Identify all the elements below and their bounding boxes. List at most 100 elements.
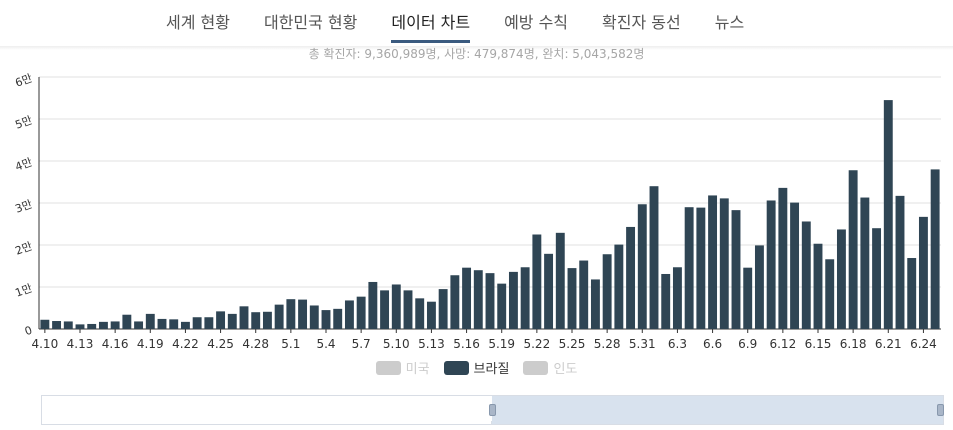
- bar: [403, 290, 413, 329]
- bar: [590, 279, 600, 329]
- legend-swatch: [523, 360, 549, 375]
- legend-item[interactable]: 인도: [523, 358, 577, 377]
- bar: [180, 321, 190, 329]
- y-tick-label: 6만: [13, 72, 34, 90]
- bar: [356, 296, 366, 329]
- bar-chart: 0 1만 2만 3만 4만 5만 6만 4.10 4.13 4.16 4.19 4.22 4.25 4.2…: [13, 72, 941, 351]
- bar: [368, 281, 378, 329]
- slider-right-handle[interactable]: [937, 404, 944, 416]
- x-tick-label: 5.28: [594, 337, 621, 351]
- bar: [813, 243, 823, 329]
- bar: [122, 314, 132, 329]
- bar: [766, 200, 776, 329]
- bar: [157, 318, 167, 329]
- slider-selection[interactable]: [492, 396, 943, 424]
- bar: [872, 228, 882, 329]
- legend-item[interactable]: 브라질: [443, 358, 509, 377]
- nav-tab[interactable]: 데이터 차트: [391, 0, 470, 46]
- bar: [262, 311, 272, 329]
- x-tick-label: 5.25: [559, 337, 586, 351]
- x-tick-label: 6.9: [738, 337, 757, 351]
- bar: [40, 319, 50, 329]
- bar: [309, 305, 319, 329]
- bar: [87, 323, 97, 329]
- bar: [696, 207, 706, 329]
- x-tick-label: 4.25: [207, 337, 234, 351]
- nav-tab[interactable]: 뉴스: [714, 13, 745, 32]
- x-tick-label: 5.1: [281, 337, 300, 351]
- bar: [719, 198, 729, 329]
- y-tick-label: 2만: [13, 240, 34, 258]
- bar: [614, 244, 624, 329]
- bar: [544, 253, 554, 329]
- bar: [637, 204, 647, 329]
- x-tick-label: 4.13: [67, 337, 94, 351]
- bar: [216, 311, 226, 329]
- bar: [145, 313, 155, 329]
- nav-tab[interactable]: 대한민국 현황: [263, 13, 358, 32]
- x-tick-label: 4.16: [102, 337, 129, 351]
- y-tick-label: 4만: [13, 156, 34, 174]
- bar: [532, 234, 542, 329]
- bar: [626, 226, 636, 329]
- bar: [649, 186, 659, 329]
- bar: [473, 270, 483, 329]
- bar: [836, 229, 846, 329]
- bar: [907, 258, 917, 329]
- nav-tab[interactable]: 세계 현황: [166, 13, 230, 32]
- y-tick-label: 3만: [13, 198, 34, 216]
- legend-item[interactable]: 미국: [375, 358, 430, 377]
- bar: [391, 284, 401, 329]
- bar: [579, 260, 589, 329]
- x-tick-label: 6.24: [910, 337, 937, 351]
- bar: [508, 271, 518, 329]
- bar: [848, 170, 858, 329]
- bar: [462, 267, 472, 329]
- nav-tab[interactable]: 확진자 동선: [602, 13, 681, 32]
- bar: [333, 308, 343, 329]
- data-zoom-slider[interactable]: [41, 395, 944, 425]
- x-tick-label: 5.13: [418, 337, 445, 351]
- x-tick-label: 5.31: [629, 337, 656, 351]
- bar: [497, 283, 507, 329]
- bar: [520, 267, 530, 329]
- bar: [754, 245, 764, 329]
- x-tick-label: 5.10: [383, 337, 410, 351]
- bar: [567, 268, 577, 329]
- bar: [450, 275, 460, 329]
- bar: [344, 300, 354, 329]
- bar: [192, 317, 202, 329]
- x-tick-label: 6.3: [668, 337, 687, 351]
- nav-tabs: 세계 현황 대한민국 현황 데이터 차트 예방 수칙 확진자 동선 뉴스: [166, 0, 778, 46]
- bar: [883, 100, 893, 329]
- bar: [110, 321, 120, 329]
- bar: [731, 210, 741, 329]
- x-tick-label: 6.15: [805, 337, 832, 351]
- bar: [778, 187, 788, 329]
- x-tick-label: 4.10: [31, 337, 58, 351]
- bar: [426, 301, 436, 329]
- bar: [708, 195, 718, 329]
- bar: [298, 299, 308, 329]
- bar: [930, 169, 940, 329]
- x-tick-label: 4.19: [137, 337, 164, 351]
- bar: [485, 273, 495, 329]
- x-tick-label: 4.28: [242, 337, 269, 351]
- y-tick-label: 0: [23, 324, 34, 339]
- bar: [286, 299, 296, 329]
- bar: [98, 321, 108, 329]
- x-tick-label: 5.16: [453, 337, 480, 351]
- bar: [52, 321, 62, 329]
- bar: [321, 310, 331, 329]
- bar: [602, 254, 612, 329]
- bar: [555, 232, 565, 329]
- summary-stats: 총 확진자: 9,360,989명, 사망: 479,874명, 완치: 5,0…: [308, 47, 645, 61]
- nav-tab[interactable]: 예방 수칙: [504, 13, 569, 32]
- bar: [380, 290, 390, 329]
- bar: [415, 298, 425, 329]
- bar: [134, 321, 144, 329]
- bar: [672, 267, 682, 329]
- bar: [438, 289, 448, 329]
- x-tick-label: 5.4: [316, 337, 335, 351]
- slider-left-handle[interactable]: [489, 404, 496, 416]
